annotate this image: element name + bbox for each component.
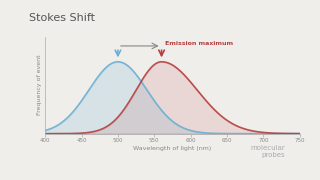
Text: molecular
probes: molecular probes [250, 145, 285, 158]
Y-axis label: Frequency of event: Frequency of event [37, 55, 42, 115]
Text: Stokes Shift: Stokes Shift [29, 13, 95, 23]
Text: Emission maximum: Emission maximum [165, 41, 233, 46]
X-axis label: Wavelength of light (nm): Wavelength of light (nm) [133, 146, 212, 151]
